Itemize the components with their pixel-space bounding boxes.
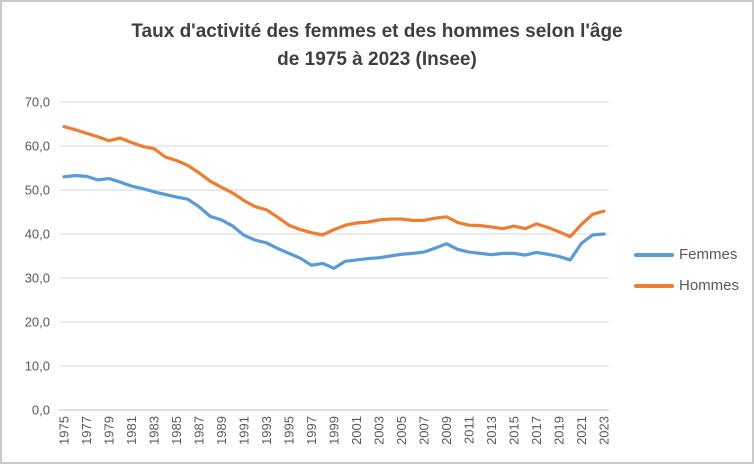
x-tick-label: 2003 xyxy=(372,416,387,445)
series-line-femmes xyxy=(62,173,606,270)
x-tick-label: 1987 xyxy=(192,416,207,445)
x-tick-label: 1989 xyxy=(214,416,229,445)
y-tick-label: 60,0 xyxy=(25,139,50,154)
x-tick-label: 1985 xyxy=(169,416,184,445)
legend-item-hommes: Hommes xyxy=(634,277,739,294)
x-tick-label: 1975 xyxy=(57,416,72,445)
legend-item-femmes: Femmes xyxy=(634,246,739,263)
y-tick-label: 20,0 xyxy=(25,315,50,330)
chart-title-line1: Taux d'activité des femmes et des hommes… xyxy=(131,21,623,42)
legend-swatch-femmes xyxy=(634,252,674,257)
x-tick-label: 2013 xyxy=(484,416,499,445)
x-tick-label: 1995 xyxy=(282,416,297,445)
legend-label-hommes: Hommes xyxy=(679,277,740,294)
x-tick-label: 2001 xyxy=(349,416,364,445)
x-tick-label: 1977 xyxy=(79,416,94,445)
y-tick-label: 0,0 xyxy=(32,403,50,418)
chart-legend: Femmes Hommes xyxy=(634,246,739,294)
x-tick-label: 2005 xyxy=(394,416,409,445)
y-tick-label: 50,0 xyxy=(25,183,50,198)
x-tick-label: 2011 xyxy=(462,416,477,444)
chart-title-line2: de 1975 à 2023 (Insee) xyxy=(277,49,477,70)
x-tick-label: 2021 xyxy=(574,416,589,445)
x-tick-label: 2007 xyxy=(417,416,432,445)
y-tick-label: 10,0 xyxy=(25,359,50,374)
x-tick-label: 1981 xyxy=(124,416,139,445)
x-tick-label: 1993 xyxy=(259,416,274,445)
x-tick-label: 1979 xyxy=(102,416,117,445)
x-tick-label: 1997 xyxy=(304,416,319,445)
x-tick-label: 2023 xyxy=(597,416,612,445)
x-tick-label: 2015 xyxy=(507,416,522,445)
legend-swatch-hommes xyxy=(634,283,674,288)
y-tick-label: 40,0 xyxy=(25,227,50,242)
y-tick-label: 30,0 xyxy=(25,271,50,286)
y-tick-label: 70,0 xyxy=(25,95,50,110)
x-tick-label: 1991 xyxy=(237,416,252,445)
x-tick-label: 2009 xyxy=(439,416,454,445)
chart-title: Taux d'activité des femmes et des hommes… xyxy=(2,18,752,74)
x-tick-label: 2017 xyxy=(529,416,544,445)
x-tick-label: 1983 xyxy=(147,416,162,445)
series-line-hommes xyxy=(62,125,606,239)
x-tick-label: 1999 xyxy=(327,416,342,445)
x-tick-label: 2019 xyxy=(552,416,567,445)
legend-label-femmes: Femmes xyxy=(679,246,738,263)
